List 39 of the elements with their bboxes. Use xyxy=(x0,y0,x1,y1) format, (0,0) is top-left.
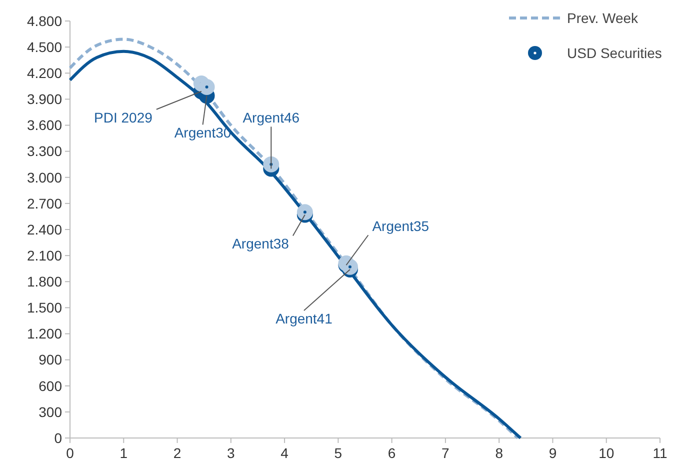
annotation: Argent30 xyxy=(174,124,232,141)
y-tick-label: 1.200 xyxy=(26,326,62,342)
x-tick-label: 2 xyxy=(173,445,182,461)
x-tick-label: 10 xyxy=(598,445,614,461)
y-tick-label: 1.800 xyxy=(26,274,62,290)
x-tick-label: 5 xyxy=(334,445,342,461)
y-tick-label: 4.500 xyxy=(26,38,62,55)
annotation: Argent41 xyxy=(276,310,333,326)
annotation: Argent46 xyxy=(242,110,300,126)
legend-label: Prev. Week xyxy=(567,10,640,26)
annotation: Argent38 xyxy=(232,236,290,252)
annotation: Argent35 xyxy=(372,218,430,234)
y-tick-label: 3.000 xyxy=(26,169,62,186)
y-tick-label: 3.600 xyxy=(26,117,62,134)
y-tick-label: 0 xyxy=(54,430,62,446)
x-tick-label: 11 xyxy=(652,445,668,461)
y-tick-label: 900 xyxy=(38,352,62,368)
x-tick-label: 9 xyxy=(548,445,557,461)
y-tick-label: 4.200 xyxy=(26,65,62,82)
y-tick-label: 2.400 xyxy=(26,221,62,238)
y-tick-label: 3.300 xyxy=(26,143,62,160)
legend-label: USD Securities xyxy=(567,44,662,61)
y-tick-label: 2.100 xyxy=(26,247,62,264)
x-tick-label: 7 xyxy=(442,445,450,461)
y-tick-label: 4.800 xyxy=(26,12,62,29)
x-tick-label: 3 xyxy=(227,445,236,461)
x-tick-label: 8 xyxy=(495,445,504,461)
x-tick-label: 6 xyxy=(388,445,396,461)
x-tick-label: 0 xyxy=(66,445,74,461)
y-tick-label: 1.500 xyxy=(26,300,62,316)
point xyxy=(263,156,280,172)
y-tick-label: 600 xyxy=(38,378,62,394)
x-tick-label: 1 xyxy=(120,445,128,461)
y-tick-label: 3.900 xyxy=(26,91,62,108)
point xyxy=(198,79,215,96)
y-tick-label: 300 xyxy=(38,404,62,420)
x-tick-label: 4 xyxy=(280,445,289,461)
y-tick-label: 2.700 xyxy=(26,195,62,212)
annotation: PDI 2029 xyxy=(94,109,153,126)
